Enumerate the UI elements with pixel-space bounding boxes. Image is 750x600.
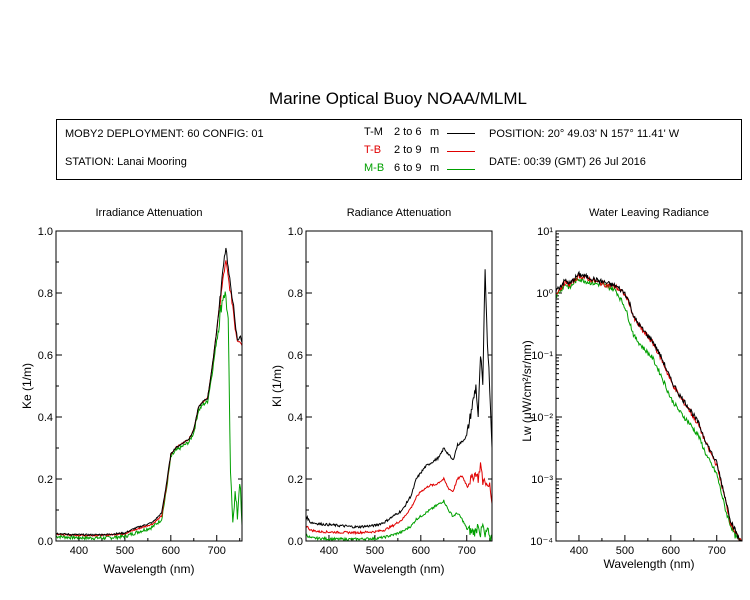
series-line-t-m: [306, 269, 492, 529]
y-tick-label: 0.8: [38, 288, 53, 300]
legend-range-mb: 6 to 9: [394, 162, 422, 174]
series-line-t-b: [56, 260, 242, 537]
x-axis-label: Wavelength (nm): [604, 557, 695, 571]
chart-title: Marine Optical Buoy NOAA/MLML: [269, 89, 527, 108]
legend-code-tb: T-B: [364, 144, 382, 156]
x-tick-label: 400: [570, 545, 588, 557]
x-tick-label: 600: [662, 545, 680, 557]
legend-line-mb: [447, 169, 475, 170]
y-tick-label: 10¹: [537, 226, 553, 238]
y-tick-label: 0.4: [288, 412, 303, 424]
y-tick-label: 1.0: [38, 226, 53, 238]
x-axis-label: Wavelength (nm): [104, 562, 195, 576]
chart-panel-1: Irradiance Attenuation Wavelength (nm) Ke …: [20, 207, 243, 576]
y-tick-label: 0.2: [38, 474, 53, 486]
y-axis-label: Kl (1/m): [270, 365, 284, 407]
x-tick-label: 700: [208, 545, 226, 557]
x-tick-label: 500: [616, 545, 634, 557]
y-tick-label: 0.4: [38, 412, 53, 424]
y-tick-label: 10⁻⁴: [530, 536, 553, 548]
series-line-t-m: [556, 270, 742, 541]
y-tick-label: 0.6: [38, 350, 53, 362]
panel-title: Water Leaving Radiance: [589, 207, 709, 219]
y-tick-label: 0.0: [288, 536, 303, 548]
y-tick-label: 10⁻³: [531, 474, 553, 486]
legend-code-mb: M-B: [364, 162, 385, 174]
x-tick-label: 700: [708, 545, 726, 557]
y-tick-label: 0.2: [288, 474, 303, 486]
series-line-m-b: [306, 499, 492, 541]
x-tick-label: 600: [412, 545, 430, 557]
chart-panel-3: Water Leaving Radiance Wavelength (nm) Lw …: [520, 207, 743, 571]
panel-title: Radiance Attenuation: [347, 207, 452, 219]
panel-title: Irradiance Attenuation: [95, 207, 202, 219]
station-label: STATION: Lanai Mooring: [65, 156, 187, 168]
x-axis-label: Wavelength (nm): [354, 562, 445, 576]
legend-range-tb: 2 to 9: [394, 144, 422, 156]
y-tick-label: 10⁰: [536, 288, 553, 300]
y-axis-label: Lw (μW/cm²/sr/nm): [520, 340, 534, 442]
series-line-m-b: [56, 291, 242, 541]
chart-panel-2: Radiance Attenuation Wavelength (nm) Kl (1…: [270, 207, 493, 576]
series-line-m-b: [556, 276, 742, 541]
series-line-t-m: [56, 247, 242, 537]
position-label: POSITION: 20° 49.03' N 157° 11.41' W: [489, 128, 680, 140]
y-tick-label: 10⁻²: [531, 412, 553, 424]
info-box: MOBY2 DEPLOYMENT: 60 CONFIG: 01 STATION:…: [56, 119, 742, 180]
legend-unit-mb: m: [430, 162, 440, 174]
legend-code-tm: T-M: [364, 126, 383, 138]
x-tick-label: 400: [70, 545, 88, 557]
x-tick-label: 500: [366, 545, 384, 557]
x-tick-label: 600: [162, 545, 180, 557]
y-tick-label: 0.6: [288, 350, 303, 362]
legend-unit-tm: m: [430, 126, 440, 138]
x-tick-label: 700: [458, 545, 476, 557]
x-tick-label: 400: [320, 545, 338, 557]
y-tick-label: 0.8: [288, 288, 303, 300]
plot-frame: [55, 230, 243, 542]
legend-unit-tb: m: [430, 144, 440, 156]
deployment-label: MOBY2 DEPLOYMENT: 60 CONFIG: 01: [65, 128, 264, 140]
plot-frame: [555, 230, 743, 542]
plot-frame: [305, 230, 493, 542]
x-tick-label: 500: [116, 545, 134, 557]
y-axis-label: Ke (1/m): [20, 363, 34, 409]
date-label: DATE: 00:39 (GMT) 26 Jul 2016: [489, 156, 646, 168]
legend-line-tb: [447, 151, 475, 152]
legend-range-tm: 2 to 6: [394, 126, 422, 138]
y-tick-label: 1.0: [288, 226, 303, 238]
series-line-t-b: [556, 273, 742, 541]
legend-line-tm: [447, 133, 475, 134]
series-line-t-b: [306, 462, 492, 536]
y-tick-label: 0.0: [38, 536, 53, 548]
y-tick-label: 10⁻¹: [531, 350, 553, 362]
